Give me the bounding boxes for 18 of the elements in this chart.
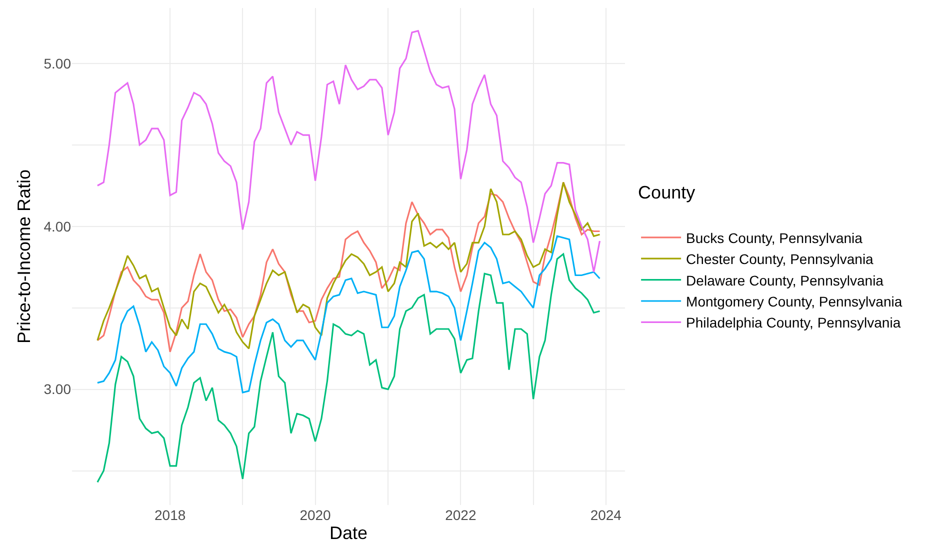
legend-label: Philadelphia County, Pennsylvania [686,314,901,331]
y-axis-title: Price-to-Income Ratio [14,169,34,344]
y-tick-label: 3.00 [44,381,72,398]
x-axis-title: Date [329,523,368,544]
y-tick-label: 4.00 [44,218,72,234]
y-tick-label: 5.00 [44,55,72,72]
x-tick-label: 2022 [445,507,476,523]
x-tick-label: 2020 [300,507,332,523]
line-series [96,253,601,483]
x-tick-label: 2024 [590,507,622,523]
x-tick-label: 2018 [154,507,186,523]
line-series [96,30,601,273]
legend-title: County [638,182,696,202]
legend-label: Bucks County, Pennsylvania [686,230,863,246]
legend-label: Chester County, Pennsylvania [686,251,874,268]
legend-label: Delaware County, Pennsylvania [686,272,884,288]
line-series [96,235,601,394]
legend-label: Montgomery County, Pennsylvania [686,293,902,310]
